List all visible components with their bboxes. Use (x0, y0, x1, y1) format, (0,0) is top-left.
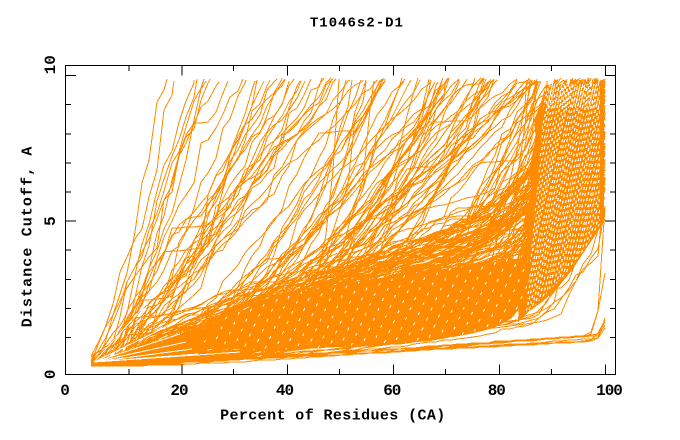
svg-text:Percent of Residues (CA): Percent of Residues (CA) (220, 407, 446, 424)
svg-text:60: 60 (383, 382, 401, 400)
svg-text:0: 0 (60, 382, 69, 400)
svg-text:10: 10 (42, 55, 60, 74)
svg-text:100: 100 (596, 382, 622, 400)
svg-text:20: 20 (170, 382, 188, 400)
svg-text:Distance Cutoff, A: Distance Cutoff, A (20, 145, 37, 327)
svg-text:5: 5 (42, 216, 60, 226)
svg-text:80: 80 (488, 382, 506, 400)
svg-text:40: 40 (276, 382, 294, 400)
svg-text:0: 0 (42, 369, 60, 379)
svg-text:T1046s2-D1: T1046s2-D1 (310, 16, 404, 32)
